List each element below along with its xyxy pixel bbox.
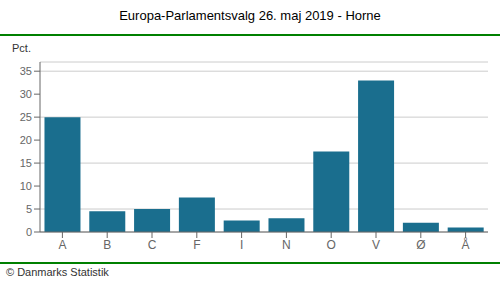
svg-text:0: 0: [26, 226, 32, 238]
svg-text:35: 35: [20, 65, 32, 77]
html-text:Pct.: Pct.: [12, 42, 31, 54]
svg-text:20: 20: [20, 134, 32, 146]
html-text:Europa-Parlamentsvalg 26. maj: Europa-Parlamentsvalg 26. maj 2019 - Hor…: [119, 8, 381, 23]
svg-text:Å: Å: [462, 237, 470, 252]
svg-text:10: 10: [20, 180, 32, 192]
svg-text:30: 30: [20, 88, 32, 100]
svg-text:Ø: Ø: [416, 238, 425, 252]
svg-text:O: O: [327, 238, 336, 252]
svg-text:A: A: [58, 238, 66, 252]
svg-text:V: V: [372, 238, 380, 252]
svg-text:C: C: [148, 238, 157, 252]
svg-text:5: 5: [26, 203, 32, 215]
svg-text:25: 25: [20, 111, 32, 123]
svg-text:B: B: [103, 238, 111, 252]
svg-text:I: I: [240, 238, 243, 252]
svg-text:F: F: [193, 238, 200, 252]
html-text:© Danmarks Statistik: © Danmarks Statistik: [6, 266, 109, 278]
svg-text:N: N: [282, 238, 291, 252]
svg-text:15: 15: [20, 157, 32, 169]
